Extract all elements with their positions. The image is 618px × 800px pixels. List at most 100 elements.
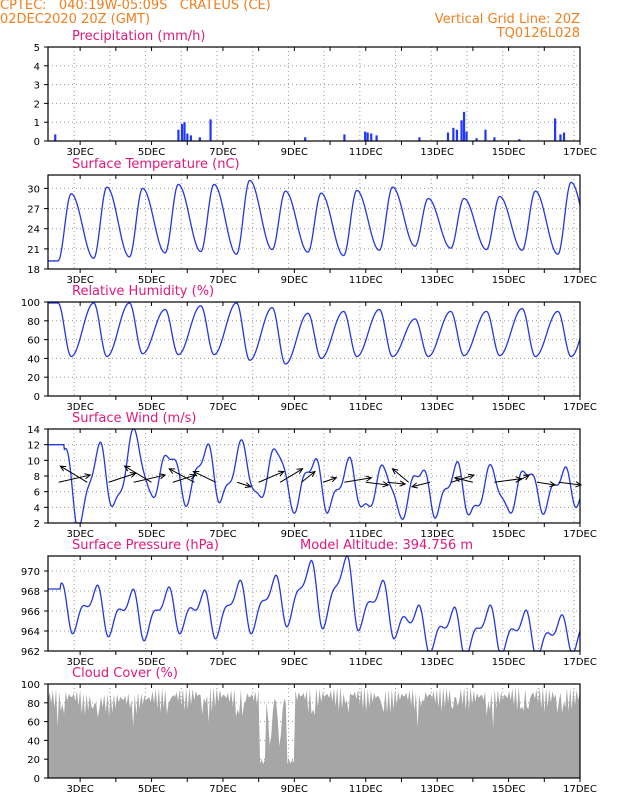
pres-title: Surface Pressure (hPa) [72, 538, 219, 553]
wind-ytick-label: 2 [34, 519, 40, 530]
pres-xtick-label: 9DEC [281, 657, 308, 668]
cloud-xtick-label: 13DEC [420, 784, 454, 795]
wind-arrow-shaft [237, 481, 251, 488]
cloud-xtick-label: 5DEC [138, 784, 165, 795]
temp-ytick-label: 18 [27, 265, 40, 276]
cloud-xtick-label: 7DEC [209, 784, 236, 795]
precip-bar [446, 132, 450, 141]
precip-xtick-label: 9DEC [281, 147, 308, 158]
wind-xtick-label: 5DEC [138, 529, 165, 540]
wind-arrow-head [391, 468, 399, 475]
cloud-ytick-label: 60 [27, 718, 40, 729]
precip-bar [518, 139, 521, 141]
precip-bar [554, 118, 557, 141]
wind-arrow-head [365, 475, 373, 482]
run-code: TQ0126L028 [496, 26, 580, 41]
temp-xtick-label: 13DEC [420, 275, 454, 286]
rh-xtick-label: 3DEC [66, 402, 93, 413]
wind-arrow-shaft [108, 472, 136, 483]
wind-arrow-shaft [133, 474, 166, 483]
cloud-frame [47, 683, 581, 779]
cloud-ytick-label: 100 [21, 680, 40, 691]
precip-xtick-label: 13DEC [420, 147, 454, 158]
wind-xtick-label: 7DEC [209, 529, 236, 540]
wind-arrow-shaft [494, 478, 522, 483]
pres-ytick-label: 968 [21, 587, 40, 598]
wind-arrow-head [168, 468, 176, 474]
cloud-panel: Cloud Cover (%) 0 20 40 60 80 100 3DEC 5DEC 7DEC 9… [21, 666, 597, 795]
wind-arrow-head [467, 473, 476, 480]
precip-ytick-label: 3 [34, 81, 40, 92]
wind-arrow-shaft [301, 471, 316, 483]
rh-title: Relative Humidity (%) [72, 284, 214, 299]
precip-ytick-label: 1 [34, 118, 40, 129]
precip-bar [183, 122, 186, 141]
temp-xtick-label: 15DEC [492, 275, 526, 286]
rh-xtick-label: 15DEC [492, 402, 526, 413]
wind-ytick-label: 14 [27, 425, 40, 436]
temp-xtick-label: 17DEC [563, 275, 597, 286]
precip-bar [343, 134, 346, 141]
precip-ytick-label: 5 [34, 43, 40, 54]
precip-xtick-label: 11DEC [349, 147, 383, 158]
wind-arrow-head [296, 468, 304, 475]
temp-ytick-label: 27 [27, 205, 40, 216]
rh-ytick-label: 40 [27, 354, 40, 365]
precip-bar [186, 133, 189, 141]
wind-arrow-head [84, 473, 92, 480]
wind-arrow-shaft [558, 481, 582, 486]
temp-frame [47, 174, 581, 270]
temp-xtick-label: 9DEC [281, 275, 308, 286]
cloud-ytick-label: 80 [27, 699, 40, 710]
wind-arrow-head [382, 481, 390, 488]
wind-arrow-shaft [515, 474, 530, 483]
precip-bar [304, 137, 307, 141]
wind-arrow-head [244, 482, 252, 489]
wind-frame [47, 428, 581, 524]
grid-note: Vertical Grid Line: 20Z [434, 12, 580, 27]
rh-ytick-label: 80 [27, 317, 40, 328]
precip-bar [418, 137, 421, 141]
cloud-ytick-label: 0 [34, 774, 40, 785]
wind-arrow-shaft [537, 481, 556, 486]
cloud-xtick-label: 11DEC [349, 784, 383, 795]
temp-xtick-label: 11DEC [349, 275, 383, 286]
wind-xtick-label: 9DEC [281, 529, 308, 540]
wind-arrow-shaft [258, 471, 285, 483]
cloud-xtick-label: 3DEC [66, 784, 93, 795]
pres-panel: Surface Pressure (hPa) Model Altitude: 39… [21, 538, 597, 668]
wind-panel: Surface Wind (m/s) 2 4 6 8 10 12 14 3DEC 5DEC 7DEC… [27, 411, 597, 540]
pres-xtick-label: 15DEC [492, 657, 526, 668]
cloud-xtick-label: 17DEC [563, 784, 597, 795]
temp-title: Surface Temperature (nC) [72, 157, 240, 172]
wind-xtick-label: 13DEC [420, 529, 454, 540]
precip-bar [180, 124, 184, 141]
wind-arrow-shaft [193, 471, 217, 483]
wind-arrow-head [159, 473, 167, 480]
pres-xtick-label: 13DEC [420, 657, 454, 668]
wind-arrow-shaft [60, 465, 88, 483]
pres-line [48, 555, 581, 652]
precip-bar [366, 132, 369, 141]
precip-bar [493, 137, 496, 141]
precip-bar [189, 135, 193, 141]
rh-xtick-label: 11DEC [349, 402, 383, 413]
temp-ytick-label: 24 [27, 225, 40, 236]
precip-bar [559, 134, 562, 141]
cloud-xtick-label: 9DEC [281, 784, 308, 795]
cloud-ytick-label: 20 [27, 755, 40, 766]
wind-arrow-shaft [451, 474, 475, 483]
precip-xtick-label: 15DEC [492, 147, 526, 158]
precip-bar [455, 129, 459, 141]
wind-arrow-shaft [365, 481, 389, 486]
wind-arrow-head [192, 470, 200, 477]
pres-ytick-label: 966 [21, 607, 40, 618]
temp-xtick-label: 3DEC [66, 275, 93, 286]
wind-title: Surface Wind (m/s) [72, 411, 196, 426]
wind-arrow-head [575, 481, 583, 488]
precip-bar [209, 119, 212, 141]
precip-bar [364, 131, 367, 141]
pres-annotation: Model Altitude: 394.756 m [300, 538, 473, 553]
wind-arrow-head [549, 481, 557, 488]
